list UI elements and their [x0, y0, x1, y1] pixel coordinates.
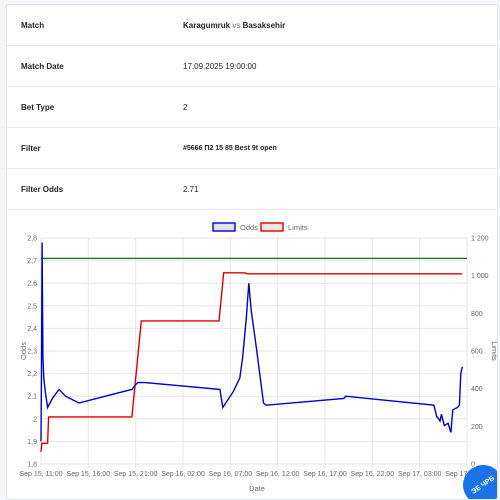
- legend-limits-label: Limits: [288, 223, 308, 232]
- y-left-tick-label: 2,6: [27, 281, 37, 288]
- filter-odds-label: Filter Odds: [21, 184, 64, 194]
- limits-series-line: [40, 272, 463, 452]
- x-tick-label: Sep 16, 22:00: [351, 471, 395, 478]
- vs-text: vs: [230, 20, 243, 30]
- y-right-tick-label: 200: [471, 424, 483, 431]
- legend-limits-swatch: [260, 222, 284, 232]
- filter-odds-value: 2.71: [183, 184, 199, 194]
- match-label: Match: [21, 20, 45, 30]
- y-left-tick-label: 2,7: [27, 258, 37, 265]
- x-tick-label: Sep 17, 03:00: [398, 471, 442, 478]
- filter-value: #5666 П2 15 85 Best 9t open: [183, 144, 277, 152]
- y-right-axis-title: Limits: [490, 341, 497, 361]
- y-left-axis-title: Odds: [19, 342, 28, 360]
- chart-legend[interactable]: Odds Limits: [212, 222, 308, 232]
- y-right-tick-label: 1 000: [471, 273, 489, 280]
- y-right-tick-label: 1 200: [471, 236, 489, 243]
- y-left-tick-label: 2,5: [27, 303, 37, 310]
- x-tick-label: Sep 15, 16:00: [67, 471, 111, 478]
- filter-odds-row: Filter Odds 2.71: [7, 169, 497, 210]
- y-left-tick-label: 2,1: [27, 394, 37, 401]
- legend-odds-swatch: [212, 222, 236, 232]
- y-left-tick-label: 2,4: [27, 326, 37, 333]
- x-tick-label: Sep 16, 07:00: [209, 471, 253, 478]
- match-info-table: Match Karagumruk vs Basaksehir Match Dat…: [7, 5, 497, 210]
- match-card: Match Karagumruk vs Basaksehir Match Dat…: [6, 4, 498, 500]
- y-right-tick-label: 0: [471, 462, 475, 469]
- y-right-tick-label: 400: [471, 386, 483, 393]
- match-date-label: Match Date: [21, 61, 64, 71]
- match-row: Match Karagumruk vs Basaksehir: [7, 5, 497, 46]
- odds-series-line: [40, 242, 463, 442]
- x-axis-title: Date: [249, 484, 265, 493]
- match-date-row: Match Date 17.09.2025 19:00:00: [7, 46, 497, 87]
- y-left-tick-label: 1,8: [27, 462, 37, 469]
- legend-odds-label: Odds: [240, 223, 258, 232]
- match-value: Karagumruk vs Basaksehir: [183, 21, 285, 30]
- chart-series: [40, 242, 467, 452]
- bet-type-label: Bet Type: [21, 102, 55, 112]
- y-left-tick-label: 2,3: [27, 349, 37, 356]
- x-tick-label: Sep 15, 11:00: [19, 471, 62, 478]
- y-right-tick-label: 800: [471, 311, 483, 318]
- x-tick-label: Sep 16, 02:00: [161, 471, 205, 478]
- x-tick-label: Sep 16, 12:00: [256, 471, 300, 478]
- y-left-tick-label: 2,2: [27, 371, 37, 378]
- filter-row: Filter #5666 П2 15 85 Best 9t open: [7, 128, 497, 169]
- match-date-value: 17.09.2025 19:00:00: [183, 61, 257, 71]
- y-right-tick-label: 600: [471, 349, 483, 356]
- away-team: Basaksehir: [242, 20, 286, 30]
- y-left-tick-label: 2,8: [27, 236, 37, 243]
- y-left-tick-label: 2: [33, 416, 37, 423]
- home-team: Karagumruk: [183, 20, 231, 30]
- bet-type-value: 2: [183, 102, 188, 112]
- odds-limits-chart: Odds Limits 1,8 1,9 2 2,1 2,2 2,3 2,4 2,5 2,6 2,7 2…: [19, 222, 497, 493]
- chart-grid: [40, 237, 468, 468]
- x-tick-label: Sep 15, 21:00: [114, 471, 158, 478]
- filter-label: Filter: [21, 143, 41, 153]
- bet-type-row: Bet Type 2: [7, 87, 497, 128]
- y-left-tick-label: 1,9: [27, 439, 37, 446]
- x-tick-label: Sep 16, 17:00: [303, 471, 347, 478]
